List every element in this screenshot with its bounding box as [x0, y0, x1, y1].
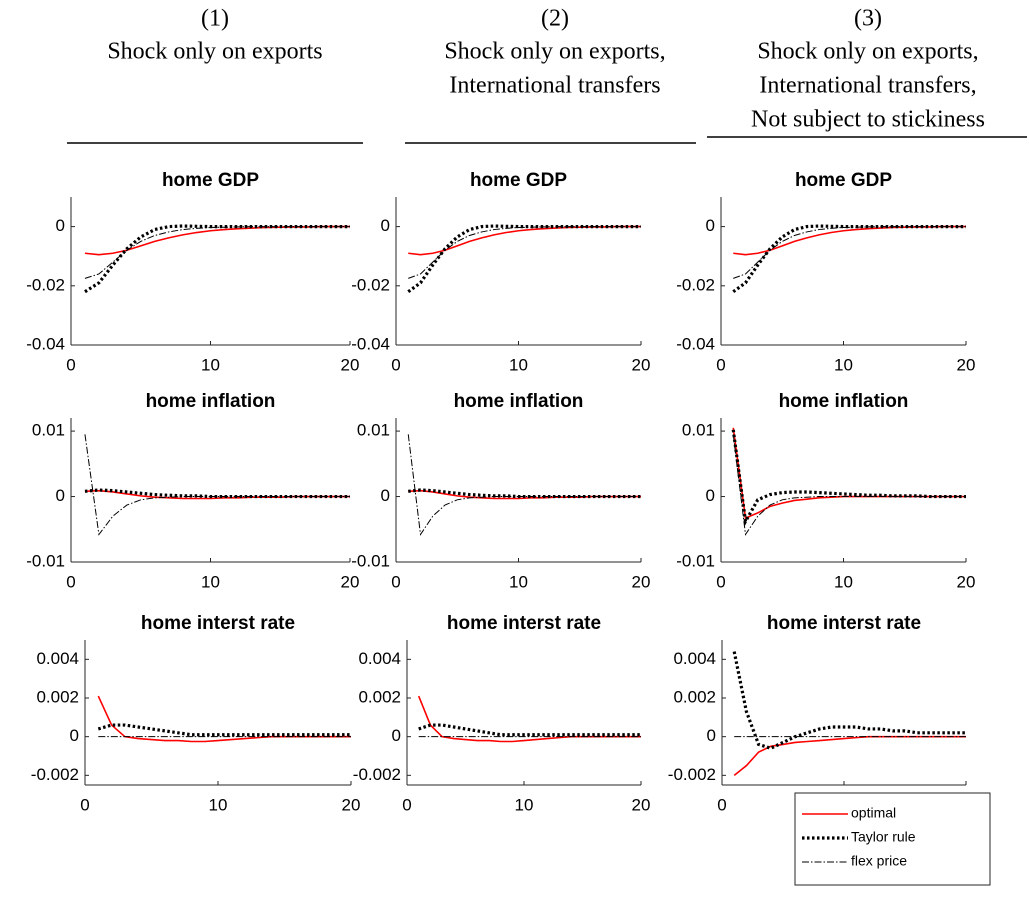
subplot-title: home interst rate — [141, 613, 295, 634]
y-tick-label: -0.02 — [351, 275, 390, 294]
series-line — [732, 651, 966, 750]
series-line — [84, 224, 350, 294]
y-tick-label: 0 — [706, 216, 715, 235]
x-tick-label: 0 — [716, 355, 725, 374]
y-tick-label: 0.002 — [673, 687, 716, 706]
column-number: (3) — [854, 6, 882, 32]
y-tick-label: 0.004 — [36, 649, 79, 668]
y-tick-label: -0.04 — [26, 334, 65, 353]
subplot-title: home inflation — [454, 391, 584, 412]
series-line — [84, 434, 350, 536]
column-header: Not subject to stickiness — [751, 107, 985, 133]
x-tick-label: 0 — [402, 795, 411, 814]
x-tick-label: 20 — [632, 355, 651, 374]
series-line — [408, 488, 641, 499]
y-tick-label: 0.01 — [682, 421, 715, 440]
series-line — [84, 225, 350, 256]
y-tick-label: -0.002 — [353, 765, 401, 784]
series-line — [407, 434, 641, 536]
y-tick-label: -0.002 — [31, 765, 79, 784]
series-line — [407, 224, 641, 294]
subplot-title: home inflation — [779, 391, 909, 412]
series-line — [732, 427, 966, 520]
x-tick-label: 0 — [716, 572, 725, 591]
y-tick-label: -0.01 — [26, 551, 65, 570]
x-tick-label: 0 — [66, 572, 75, 591]
column-number: (2) — [541, 6, 569, 32]
column-number: (1) — [201, 6, 229, 32]
series-line — [97, 723, 351, 737]
x-tick-label: 10 — [834, 355, 853, 374]
y-tick-label: 0.004 — [673, 649, 716, 668]
x-tick-label: 10 — [201, 572, 220, 591]
y-tick-label: 0 — [70, 726, 79, 745]
x-tick-label: 0 — [391, 572, 400, 591]
y-tick-label: -0.04 — [676, 334, 715, 353]
y-tick-label: 0.01 — [357, 421, 390, 440]
y-tick-label: 0.004 — [358, 649, 401, 668]
y-tick-label: 0 — [707, 726, 716, 745]
series-line — [84, 226, 350, 279]
y-tick-label: -0.01 — [351, 551, 390, 570]
x-tick-label: 10 — [509, 355, 528, 374]
y-tick-label: 0 — [706, 486, 715, 505]
x-tick-label: 20 — [632, 572, 651, 591]
series-line — [733, 226, 966, 279]
x-tick-label: 20 — [341, 355, 360, 374]
column-header: International transfers — [449, 73, 660, 99]
series-line — [97, 695, 351, 743]
y-tick-label: 0 — [381, 216, 390, 235]
subplot-title: home GDP — [795, 170, 892, 191]
x-tick-label: 20 — [632, 795, 651, 814]
y-tick-label: -0.02 — [676, 275, 715, 294]
x-tick-label: 10 — [834, 572, 853, 591]
subplot-title: home interst rate — [767, 613, 921, 634]
y-tick-label: -0.02 — [26, 275, 65, 294]
x-tick-label: 0 — [80, 795, 89, 814]
column-header: Shock only on exports, — [757, 39, 978, 65]
legend-label: flex price — [851, 853, 907, 869]
y-tick-label: 0.002 — [358, 687, 401, 706]
series-line — [732, 224, 966, 294]
subplot-title: home interst rate — [447, 613, 601, 634]
x-tick-label: 20 — [957, 355, 976, 374]
series-line — [733, 225, 966, 256]
series-line — [732, 434, 966, 536]
legend-label: Taylor rule — [851, 829, 916, 845]
x-tick-label: 20 — [342, 795, 361, 814]
y-tick-label: 0 — [56, 486, 65, 505]
y-tick-label: 0.002 — [36, 687, 79, 706]
x-tick-label: 0 — [717, 795, 726, 814]
y-tick-label: 0.01 — [32, 421, 65, 440]
subplot-title: home GDP — [470, 170, 567, 191]
x-tick-label: 20 — [957, 572, 976, 591]
series-line — [408, 225, 641, 256]
x-tick-label: 0 — [391, 355, 400, 374]
legend-label: optimal — [851, 805, 896, 821]
y-tick-label: -0.04 — [351, 334, 390, 353]
series-line — [418, 723, 641, 737]
y-tick-label: -0.01 — [676, 551, 715, 570]
y-tick-label: 0 — [56, 216, 65, 235]
column-header: International transfers, — [759, 73, 976, 99]
y-tick-label: 0 — [392, 726, 401, 745]
x-tick-label: 10 — [201, 355, 220, 374]
series-line — [733, 735, 966, 776]
series-line — [408, 226, 641, 279]
x-tick-label: 10 — [509, 572, 528, 591]
subplot-title: home GDP — [162, 170, 259, 191]
x-tick-label: 10 — [209, 795, 228, 814]
y-tick-label: 0 — [381, 486, 390, 505]
series-line — [731, 429, 966, 527]
column-header: Shock only on exports, — [444, 39, 665, 65]
x-tick-label: 20 — [341, 572, 360, 591]
x-tick-label: 10 — [515, 795, 534, 814]
series-line — [84, 488, 350, 499]
subplot-title: home inflation — [146, 391, 276, 412]
column-header: Shock only on exports — [107, 39, 322, 65]
y-tick-label: -0.002 — [668, 765, 716, 784]
x-tick-label: 0 — [66, 355, 75, 374]
